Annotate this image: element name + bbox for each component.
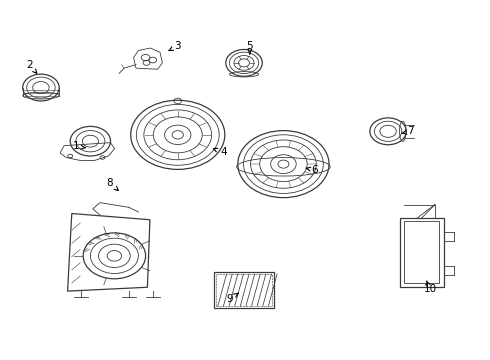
Text: 8: 8 bbox=[106, 178, 118, 190]
Text: 4: 4 bbox=[214, 148, 227, 157]
Text: 5: 5 bbox=[246, 41, 253, 54]
Text: 2: 2 bbox=[26, 60, 37, 73]
Text: 7: 7 bbox=[402, 126, 414, 136]
Text: 9: 9 bbox=[226, 293, 238, 304]
Text: 6: 6 bbox=[306, 165, 318, 175]
Text: 3: 3 bbox=[169, 41, 181, 51]
Text: 10: 10 bbox=[423, 281, 437, 294]
Text: 1: 1 bbox=[73, 141, 85, 152]
